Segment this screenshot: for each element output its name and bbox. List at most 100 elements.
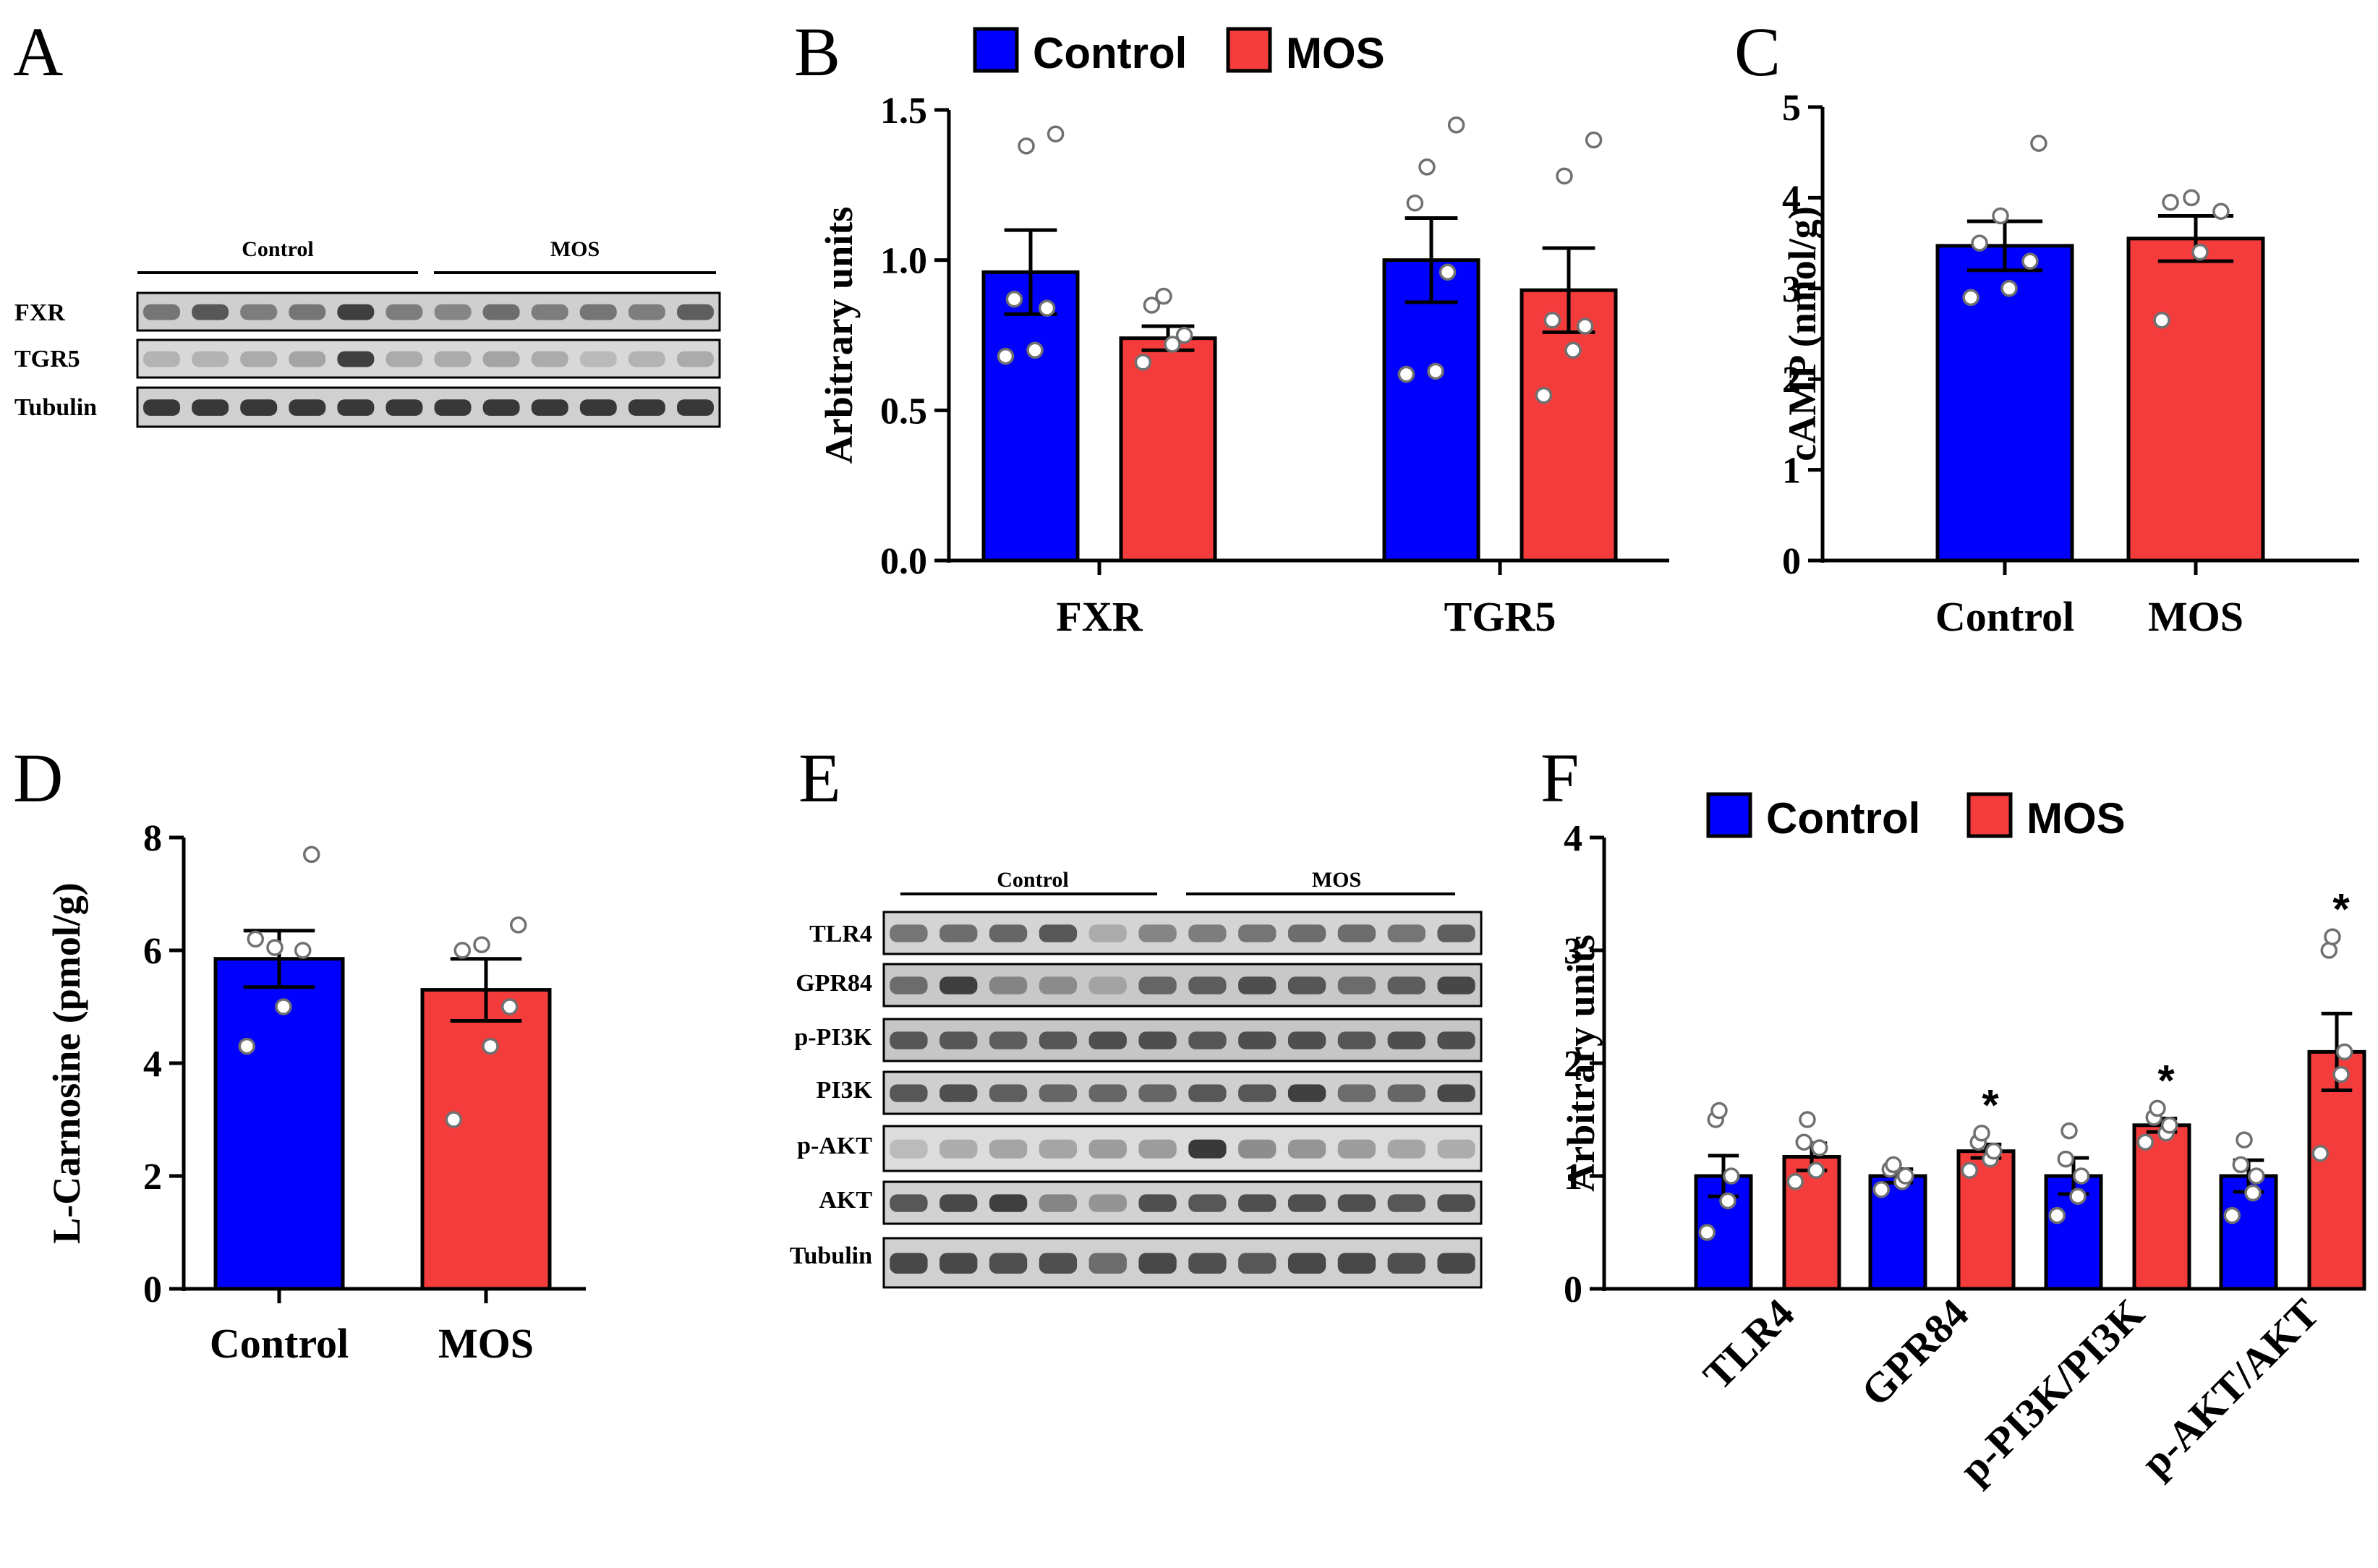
blotA-strip-2-band-8 <box>531 399 568 416</box>
panel-c-bar-control-control-point-0 <box>1962 289 1979 307</box>
blotE-strip-4-band-4 <box>1088 1139 1127 1159</box>
blotA-strip-1-band-7 <box>482 351 520 367</box>
blotE-strip-0-band-0 <box>890 924 928 942</box>
panel-c-bar-control-control-point-4 <box>1992 207 2009 225</box>
blotE-strip-0-band-7 <box>1238 924 1277 942</box>
blotE-strip-4-band-1 <box>939 1139 978 1159</box>
blotE-strip-5-band-0 <box>890 1194 928 1212</box>
blotA-strip-1-band-5 <box>385 351 423 367</box>
blotE-strip-2-band-2 <box>989 1031 1028 1049</box>
panel-b-chart: B 0.0 0.5 1.0 1.5 Arbitrary units FXR TGR5 Contr… <box>794 13 1669 640</box>
panel-c-xtick-label-control: Control <box>1935 593 2074 640</box>
panel-f-bar-p-pi3k-pi3k-mos-point-0 <box>2136 1133 2155 1151</box>
blotE-strip-6-band-8 <box>1287 1253 1326 1274</box>
panel-b-legend-swatch-mos <box>1226 27 1272 73</box>
blotE-strip-5 <box>882 1180 1483 1225</box>
panel-b-xtick-label-fxr: FXR <box>1056 593 1143 640</box>
blotE-strip-3-band-2 <box>989 1084 1028 1102</box>
blotE-strip-4-band-5 <box>1138 1139 1177 1159</box>
panel-f-bar-tlr4-mos-point-2 <box>1810 1139 1828 1156</box>
blotE-strip-2-band-0 <box>890 1031 928 1049</box>
panel-f-bar-gpr84-control-point-4 <box>1885 1156 1902 1174</box>
panel-f-ytick-label-4: 4 <box>1564 818 1582 859</box>
blotE-strip-6 <box>882 1237 1483 1289</box>
panel-a-letter: A <box>13 13 63 90</box>
blotA-strip-0-band-3 <box>289 304 326 320</box>
blotA-strip-1 <box>136 338 721 379</box>
panel-c-bar-mos-mos-point-3 <box>2162 193 2179 211</box>
panel-b-bar-tgr5-control <box>1382 258 1480 563</box>
panel-d-y-label: L-Carnosine (pmol/g) <box>45 882 88 1244</box>
blotA-strip-0-band-8 <box>531 304 568 320</box>
panel-f-ytick-label-2: 2 <box>1564 1044 1582 1085</box>
blot-e-control-label: Control <box>997 868 1068 892</box>
panel-f-ytick-label-1: 1 <box>1564 1156 1582 1198</box>
panel-c-y-label: cAMP (nmol/g) <box>1781 206 1824 461</box>
blotA-strip-0-band-9 <box>579 304 617 320</box>
blotA-strip-2-band-2 <box>240 399 278 416</box>
panel-f-bar-p-akt-akt-control-point-2 <box>2247 1167 2265 1185</box>
blotA-strip-2-band-3 <box>289 399 326 416</box>
panel-f-bar-p-akt-akt-control-point-1 <box>2244 1184 2262 1202</box>
blotA-strip-1-band-1 <box>192 351 229 367</box>
blotE-strip-1-band-10 <box>1387 976 1425 994</box>
blotA-strip-1-band-4 <box>337 351 375 367</box>
panel-c-bar-mos-mos-point-4 <box>2183 189 2200 207</box>
panel-b-bar-tgr5-mos-point-2 <box>1576 318 1594 335</box>
blotE-strip-2-band-10 <box>1387 1031 1425 1049</box>
blotE-strip-0-band-1 <box>939 924 978 942</box>
blotE-strip-0-band-10 <box>1387 924 1425 942</box>
blot-e-label-tlr4: TLR4 <box>809 921 872 947</box>
panel-f-legend-swatch-control <box>1706 792 1752 838</box>
panel-d-letter: D <box>13 739 63 817</box>
panel-b-legend-swatch-control <box>973 27 1019 73</box>
blotE-strip-0-band-2 <box>989 924 1028 942</box>
panel-b-bar-tgr5-mos-point-3 <box>1543 311 1561 329</box>
blotE-strip-0-band-9 <box>1337 924 1376 942</box>
blot-e-mos-label: MOS <box>1312 868 1361 892</box>
blotE-strip-1-band-0 <box>890 976 928 994</box>
panel-b-bar-fxr-control-point-1 <box>1026 341 1044 359</box>
panel-d-xtick-label-mos: MOS <box>438 1320 534 1367</box>
blotA-strip-1-band-3 <box>289 351 326 367</box>
panel-d-bar-control-control-point-0 <box>238 1037 256 1055</box>
blotA-strip-2-band-9 <box>579 399 617 416</box>
panel-b-bar-fxr-control-point-0 <box>997 347 1015 365</box>
blot-a-mos-label: MOS <box>550 237 600 261</box>
panel-f-legend-label-mos: MOS <box>2027 794 2126 843</box>
panel-c-bar-control-control <box>1935 244 2074 563</box>
panel-c-ytick-label-0: 0 <box>1782 541 1801 582</box>
panel-f-xtick-label-tlr4: TLR4 <box>1694 1290 1803 1399</box>
panel-f-bar-p-pi3k-pi3k-control-point-1 <box>2069 1188 2087 1205</box>
panel-b-bar-fxr-mos-point-1 <box>1164 336 1181 353</box>
panel-d-ytick-label-3: 6 <box>143 931 162 972</box>
panel-f-bar-p-akt-akt-mos-point-1 <box>2332 1065 2350 1083</box>
blot-e-label-p-akt: p-AKT <box>797 1133 872 1159</box>
blot-e-label-pi3k: PI3K <box>817 1077 873 1104</box>
blotE-strip-4-band-11 <box>1437 1139 1475 1159</box>
blotA-strip-0-band-5 <box>385 304 423 320</box>
panel-f-bar-p-pi3k-pi3k-control-point-4 <box>2060 1122 2078 1140</box>
blot-a-label-tubulin: Tubulin <box>14 394 97 421</box>
blotE-strip-0-band-3 <box>1039 924 1078 942</box>
panel-b-bar-tgr5-mos-point-5 <box>1585 131 1603 149</box>
blot-a-label-tgr5: TGR5 <box>14 346 80 372</box>
blotA-strip-0-band-2 <box>240 304 278 320</box>
blotE-strip-5-band-10 <box>1387 1194 1425 1212</box>
blotE-strip-0 <box>882 911 1483 955</box>
panel-f-bar-p-pi3k-pi3k-mos-significance: * <box>2157 1056 2175 1104</box>
panel-b-xtick-label-tgr5: TGR5 <box>1444 593 1556 640</box>
panel-f-bar-tlr4-control-point-1 <box>1719 1192 1736 1210</box>
panel-b-bar-fxr-mos-point-4 <box>1155 287 1172 305</box>
panel-f-bar-p-akt-akt-mos-significance: * <box>2332 885 2350 933</box>
blotA-strip-0-band-11 <box>676 304 714 320</box>
panel-f-bar-p-akt-akt-mos-point-4 <box>2324 928 2341 946</box>
blotA-strip-1-band-11 <box>676 351 714 367</box>
blot-a-label-fxr: FXR <box>14 299 65 326</box>
blotA-strip-2-band-4 <box>337 399 375 416</box>
blotE-strip-4-band-10 <box>1387 1139 1425 1159</box>
panel-f-y-label: Arbitrary units <box>1559 934 1603 1191</box>
blotA-strip-2-band-5 <box>385 399 423 416</box>
panel-d-ytick-label-2: 4 <box>143 1044 162 1085</box>
panel-f-bar-gpr84-mos-point-2 <box>1985 1142 2003 1160</box>
